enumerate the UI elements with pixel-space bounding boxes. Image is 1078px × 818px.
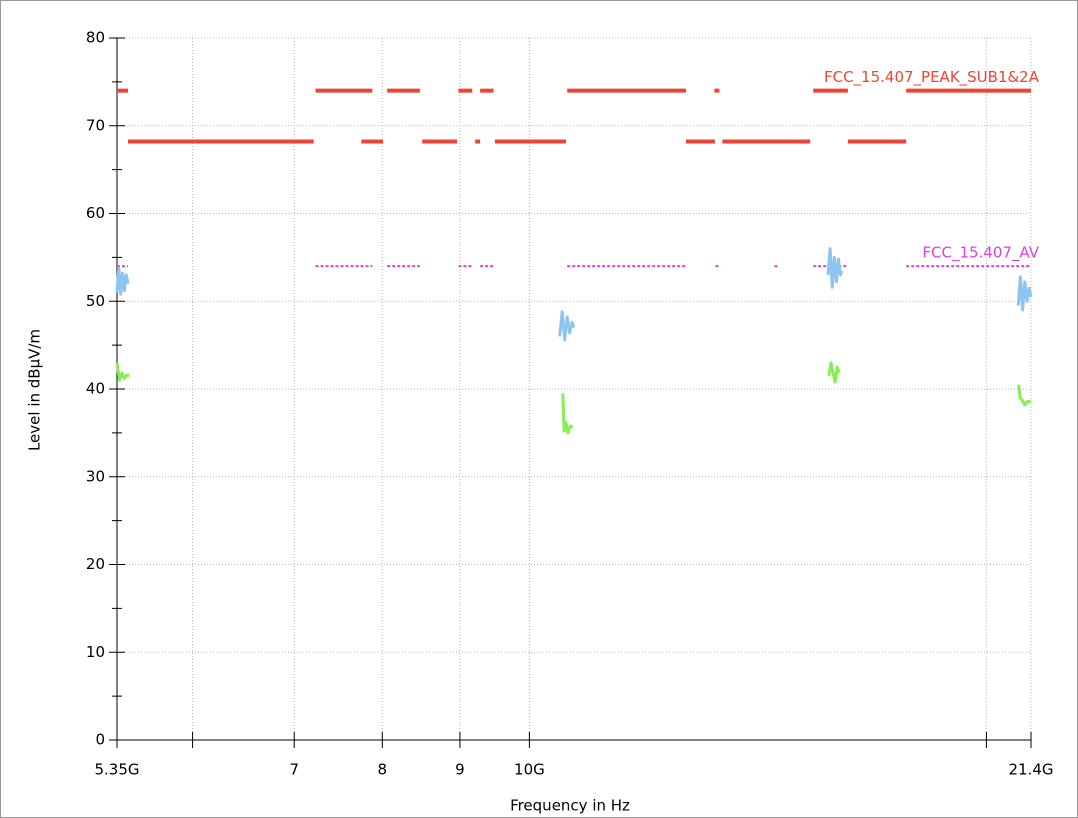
x-tick-label: 9 [455, 761, 465, 779]
x-tick-label: 10G [514, 761, 545, 779]
y-tick-label: 20 [86, 555, 105, 573]
trace [115, 247, 1033, 342]
y-tick-label: 0 [95, 731, 105, 749]
y-tick-label: 30 [86, 467, 105, 485]
x-tick-label: 5.35G [94, 761, 139, 779]
x-tick-label: 8 [377, 761, 387, 779]
y-tick-label: 10 [86, 643, 105, 661]
y-tick-label: 40 [86, 380, 105, 398]
x-tick-label: 21.4G [1008, 761, 1053, 779]
limit-label: FCC_15.407_AV [922, 244, 1039, 263]
y-tick-label: 60 [86, 204, 105, 222]
trace [115, 361, 1032, 435]
x-tick-label: 7 [289, 761, 299, 779]
y-tick-label: 70 [86, 116, 105, 134]
y-axis-title: Level in dBµV/m [26, 329, 44, 451]
limit-label: FCC_15.407_PEAK_SUB1&2A [824, 68, 1040, 87]
y-tick-label: 80 [86, 29, 105, 47]
y-tick-label: 50 [86, 292, 105, 310]
x-axis-title: Frequency in Hz [510, 797, 630, 815]
